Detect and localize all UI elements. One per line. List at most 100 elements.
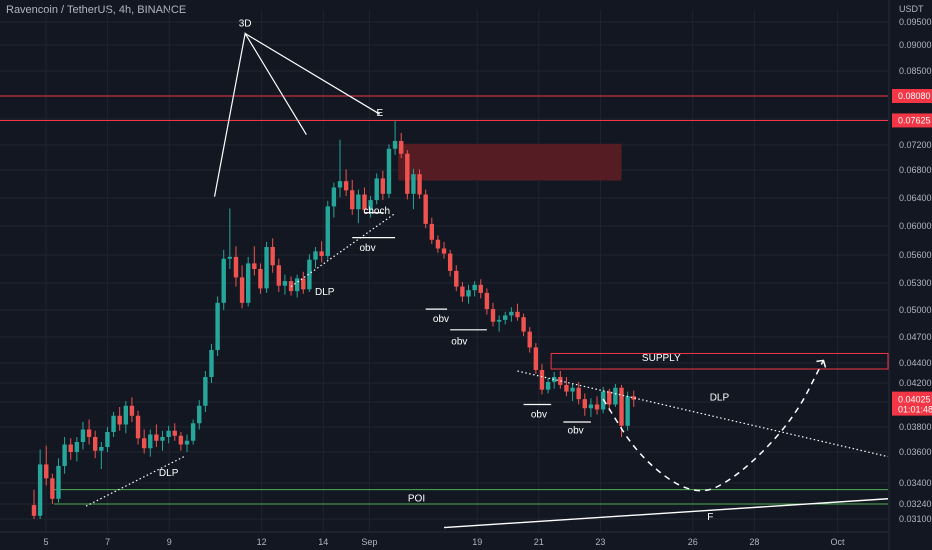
candle-body: [392, 140, 398, 149]
level-price-tag: [892, 89, 932, 103]
candle-body: [307, 259, 312, 290]
projection-path: [602, 360, 825, 492]
candle-body: [454, 270, 459, 287]
candle-body: [576, 387, 581, 400]
f-line: [443, 498, 889, 529]
candle-body: [466, 290, 471, 297]
annotation-label: F: [707, 512, 713, 523]
candle-body: [552, 377, 557, 382]
annotation-label: obv: [568, 426, 584, 437]
candle-body: [472, 284, 477, 291]
candle-body: [545, 382, 551, 390]
candle-body: [582, 399, 587, 409]
candle-body: [607, 391, 612, 405]
candle-body: [570, 387, 575, 392]
candle-body: [233, 256, 239, 278]
annotation-label: choch: [363, 206, 390, 217]
annotation-label: DLP: [315, 287, 335, 298]
candle-body: [117, 415, 122, 425]
candle-body: [203, 377, 208, 406]
supply-zone-lower: [550, 352, 889, 370]
candle-body: [435, 239, 441, 249]
candle-body: [129, 405, 135, 416]
candle-body: [239, 277, 245, 303]
y-tick-label: 0.04200: [899, 378, 932, 388]
candle-body: [374, 178, 379, 201]
candle-body: [564, 384, 569, 392]
candle-body: [74, 442, 80, 452]
x-tick-label: 9: [167, 537, 172, 547]
candle-body: [362, 194, 367, 210]
candle-body: [539, 370, 545, 390]
candle-body: [197, 405, 202, 424]
candle-body: [405, 153, 410, 194]
annotation-label: obv: [531, 409, 547, 420]
candle-body: [484, 292, 490, 310]
current-price-label: 0.04025: [898, 395, 931, 405]
level-price-tag: [892, 113, 932, 128]
y-tick-label: 0.05300: [899, 278, 932, 288]
candle-body: [350, 190, 355, 210]
candle-body: [31, 505, 37, 516]
dlp-right: [517, 370, 889, 458]
candle-body: [276, 265, 281, 286]
x-tick-label: 28: [749, 537, 759, 547]
chart-title: Ravencoin / TetherUS, 4h, BINANCE: [6, 4, 187, 16]
x-tick-label: 14: [318, 537, 328, 547]
countdown-label: 01:01:48: [898, 405, 932, 415]
y-tick-label: 0.09500: [899, 17, 932, 27]
candle-body: [625, 396, 630, 426]
candle-body: [325, 206, 330, 256]
candles: [31, 120, 636, 519]
y-tick-label: 0.06400: [899, 193, 932, 203]
y-tick-label: 0.03100: [899, 514, 932, 524]
candle-body: [252, 263, 257, 269]
y-tick-label: 0.07200: [899, 140, 932, 150]
candle-body: [509, 311, 514, 316]
candle-body: [631, 396, 636, 400]
x-tick-label: Oct: [831, 537, 846, 547]
y-tick-label: 0.03400: [899, 478, 932, 488]
candle-body: [270, 247, 275, 266]
candle-body: [80, 429, 86, 442]
x-tick-label: 12: [257, 537, 267, 547]
candle-body: [282, 281, 288, 286]
candle-body: [86, 429, 92, 437]
x-tick-label: 5: [43, 537, 48, 547]
candle-body: [301, 278, 306, 290]
candle-body: [56, 465, 61, 499]
y-tick-label: 0.04700: [899, 332, 932, 342]
candle-body: [172, 430, 177, 436]
candle-body: [141, 438, 147, 449]
candle-body: [154, 434, 159, 441]
candle-body: [368, 200, 373, 210]
y-tick-label: 0.06000: [899, 221, 932, 231]
time-axis[interactable]: 5 7 9 12 14 Sep 19 21 23 26 28 Oct: [0, 531, 888, 547]
candle-body: [135, 415, 141, 439]
candle-body: [411, 174, 416, 194]
candle-body: [478, 284, 483, 293]
candle-body: [258, 269, 263, 289]
candle-body: [496, 319, 502, 322]
candle-body: [50, 478, 55, 499]
candle-body: [209, 350, 214, 377]
candle-body: [429, 223, 434, 240]
candle-body: [313, 251, 318, 260]
x-tick-label: 7: [105, 537, 110, 547]
candle-body: [123, 405, 128, 425]
candle-body: [386, 148, 392, 194]
supply-zone-upper: [398, 143, 622, 181]
price-axis[interactable]: 0.03100 0.03240 0.03400 0.03600 0.03800 0.040…: [888, 0, 932, 550]
x-tick-label: 23: [595, 537, 605, 547]
current-price-tag: [892, 391, 932, 416]
candle-body: [588, 404, 594, 409]
candle-body: [215, 302, 220, 350]
candle-body: [294, 278, 300, 292]
candle-body: [37, 464, 43, 516]
candle-body: [68, 444, 73, 452]
candle-body: [62, 444, 67, 466]
candle-body: [105, 432, 110, 447]
candle-body: [558, 377, 563, 385]
annotation-label: obv: [359, 243, 375, 254]
